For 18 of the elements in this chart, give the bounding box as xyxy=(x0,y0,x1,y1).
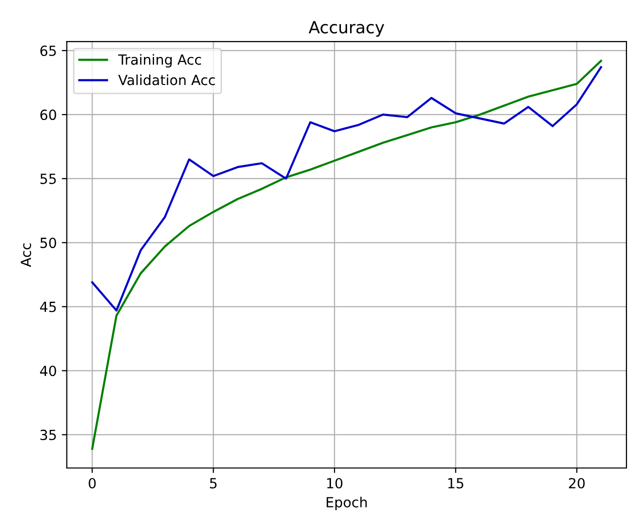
x-tick-label: 0 xyxy=(88,478,96,488)
line-series xyxy=(91,66,602,312)
x-tick-label: 5 xyxy=(210,478,217,488)
x-tick-label: 15 xyxy=(448,478,464,488)
y-tick-label: 35 xyxy=(40,430,56,440)
y-tick-label: 60 xyxy=(40,110,56,120)
y-tick-label: 40 xyxy=(40,366,56,376)
y-tick-label: 55 xyxy=(40,174,56,184)
chart-title: Accuracy xyxy=(308,21,384,37)
y-tick-label: 50 xyxy=(40,238,56,248)
x-tick-label: 10 xyxy=(327,478,342,488)
legend-label: Training Acc xyxy=(118,54,202,68)
x-axis-title: Epoch xyxy=(326,496,367,510)
y-axis-title: Acc xyxy=(20,243,32,267)
y-tick-label: 45 xyxy=(40,302,56,312)
y-tick-label: 65 xyxy=(40,46,56,56)
legend-label: Validation Acc xyxy=(118,74,215,86)
x-tick-label: 20 xyxy=(568,478,585,488)
